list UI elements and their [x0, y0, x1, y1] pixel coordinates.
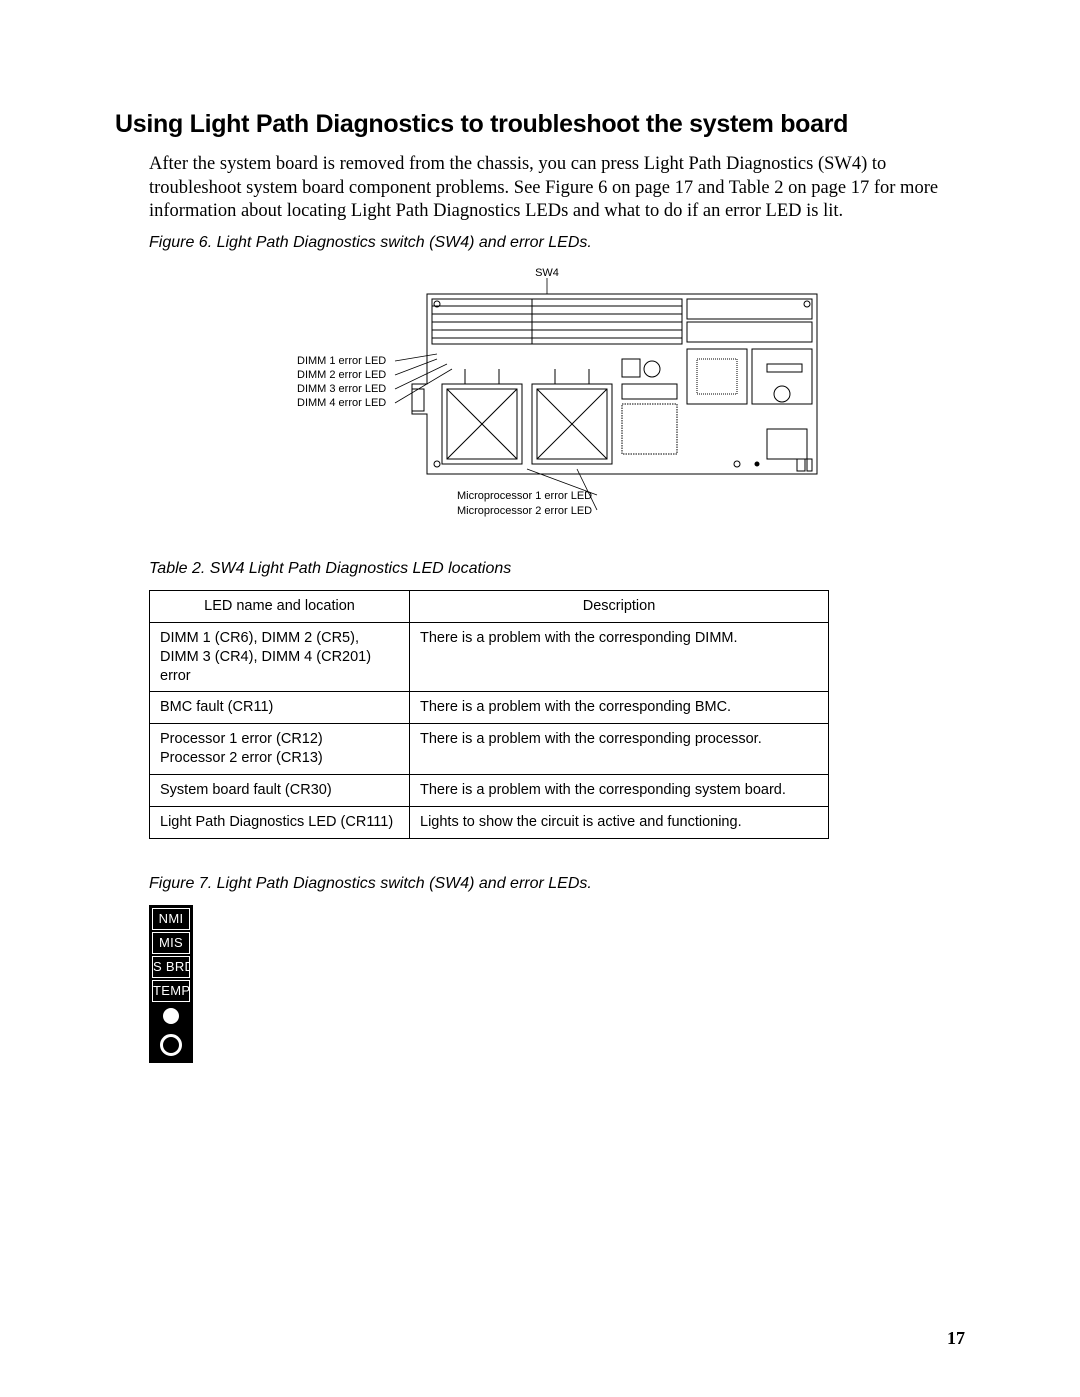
table-cell: DIMM 1 (CR6), DIMM 2 (CR5), DIMM 3 (CR4)… [150, 622, 410, 692]
table-cell: There is a problem with the correspondin… [410, 692, 829, 724]
figure7-caption: Figure 7. Light Path Diagnostics switch … [149, 875, 965, 893]
table-row: System board fault (CR30)There is a prob… [150, 774, 829, 806]
board-diagram: SW4 [277, 264, 837, 524]
sw4-item-sbrd: S BRD [152, 956, 190, 978]
mp2-error-led-label: Microprocessor 2 error LED [457, 505, 592, 517]
sw4-button-ring [152, 1030, 190, 1060]
dimm4-error-led-label: DIMM 4 error LED [297, 397, 386, 409]
table-cell: Processor 1 error (CR12) Processor 2 err… [150, 724, 410, 775]
table-cell: Lights to show the circuit is active and… [410, 806, 829, 838]
table-cell: There is a problem with the correspondin… [410, 724, 829, 775]
table-row: BMC fault (CR11)There is a problem with … [150, 692, 829, 724]
table-cell: There is a problem with the correspondin… [410, 622, 829, 692]
sw4-switch-panel: NMI MIS S BRD TEMP [149, 905, 193, 1063]
intro-paragraph: After the system board is removed from t… [149, 153, 965, 224]
table-row: DIMM 1 (CR6), DIMM 2 (CR5), DIMM 3 (CR4)… [150, 622, 829, 692]
table-cell: Light Path Diagnostics LED (CR111) [150, 806, 410, 838]
mp1-error-led-label: Microprocessor 1 error LED [457, 490, 592, 502]
sw4-item-nmi: NMI [152, 908, 190, 930]
sw4-item-temp: TEMP [152, 980, 190, 1002]
sw4-label: SW4 [535, 267, 559, 279]
dimm3-error-led-label: DIMM 3 error LED [297, 383, 386, 395]
table-row: Processor 1 error (CR12) Processor 2 err… [150, 724, 829, 775]
sw4-led-dot [152, 1004, 190, 1028]
led-locations-table: LED name and location Description DIMM 1… [149, 590, 829, 839]
figure7: NMI MIS S BRD TEMP [149, 905, 965, 1063]
sw4-item-mis: MIS [152, 932, 190, 954]
figure6: SW4 [149, 264, 965, 524]
dimm2-error-led-label: DIMM 2 error LED [297, 369, 386, 381]
table-row: Light Path Diagnostics LED (CR111)Lights… [150, 806, 829, 838]
dimm1-error-led-label: DIMM 1 error LED [297, 355, 386, 367]
figure6-caption: Figure 6. Light Path Diagnostics switch … [149, 234, 965, 252]
page-title: Using Light Path Diagnostics to troubles… [115, 110, 965, 139]
table-col-1: Description [410, 591, 829, 623]
table-cell: System board fault (CR30) [150, 774, 410, 806]
table-cell: BMC fault (CR11) [150, 692, 410, 724]
page-number: 17 [947, 1328, 965, 1349]
table-col-0: LED name and location [150, 591, 410, 623]
table2-caption: Table 2. SW4 Light Path Diagnostics LED … [149, 560, 965, 578]
table-cell: There is a problem with the correspondin… [410, 774, 829, 806]
